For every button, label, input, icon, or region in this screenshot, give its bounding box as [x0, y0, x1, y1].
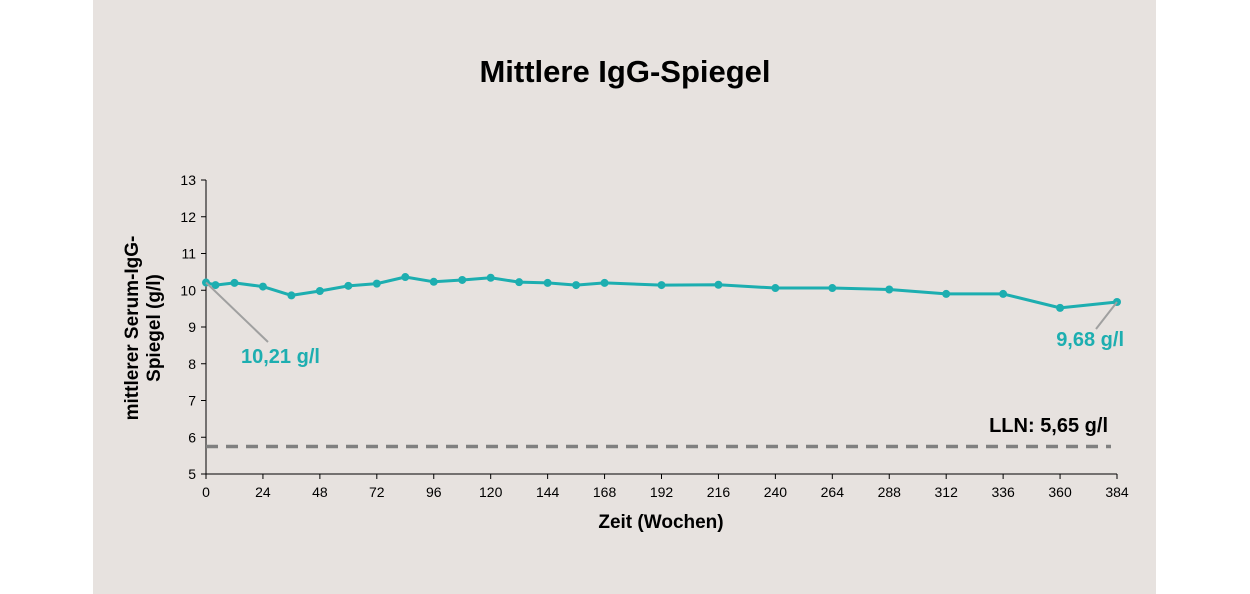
end-annotation-leader [1095, 301, 1118, 330]
series-group [202, 273, 1121, 312]
data-point [657, 281, 666, 290]
data-point [999, 289, 1008, 298]
x-tick-label: 336 [991, 484, 1015, 500]
chart-title: Mittlere IgG-Spiegel [479, 54, 770, 89]
x-tick-label: 144 [536, 484, 560, 500]
data-point [828, 284, 837, 293]
x-tick-label: 120 [479, 484, 503, 500]
data-point [287, 291, 296, 300]
axes: 5 6 7 8 9 10 11 12 13 0 24 48 72 96 120 144 168 192 216 240… [180, 172, 1128, 500]
x-tick-label: 72 [369, 484, 385, 500]
data-point [344, 281, 353, 290]
y-tick-label: 5 [188, 466, 196, 482]
data-point [230, 278, 239, 287]
reference-line-label: LLN: 5,65 g/l [989, 415, 1108, 437]
y-tick-label: 12 [180, 209, 196, 225]
data-point [942, 289, 951, 298]
data-point [429, 277, 438, 286]
x-tick-label: 48 [312, 484, 328, 500]
y-axis-label-line-1: mittlerer Serum-IgG- [122, 236, 143, 421]
data-point [458, 275, 467, 284]
y-tick-label: 11 [181, 246, 196, 262]
x-tick-label: 192 [650, 484, 674, 500]
data-point [315, 286, 324, 295]
y-axis-label-line-2: Spiegel (g/l) [144, 274, 165, 382]
y-tick-label: 10 [180, 282, 196, 298]
x-tick-label: 288 [878, 484, 902, 500]
data-point [211, 281, 220, 290]
data-point [515, 278, 524, 287]
x-tick-label: 216 [707, 484, 731, 500]
y-tick-label: 7 [188, 393, 196, 409]
x-tick-label: 24 [255, 484, 271, 500]
y-tick-label: 8 [188, 356, 196, 372]
annotation-group: 10,21 g/l 9,68 g/l [205, 281, 1124, 368]
x-tick-label: 0 [202, 484, 210, 500]
x-tick-label: 168 [593, 484, 617, 500]
y-tick-label: 6 [188, 429, 196, 445]
data-point [572, 281, 581, 290]
data-point [372, 279, 381, 288]
data-point [486, 273, 495, 282]
data-point [771, 284, 780, 293]
x-tick-label: 96 [426, 484, 442, 500]
x-tick-label: 312 [935, 484, 959, 500]
y-axis-label: mittlerer Serum-IgG- Spiegel (g/l) [122, 236, 165, 421]
start-annotation-leader [205, 281, 269, 343]
y-tick-label: 13 [180, 172, 196, 188]
data-point [543, 278, 552, 287]
data-point [600, 278, 609, 287]
data-point [1056, 303, 1065, 312]
data-point [401, 273, 410, 282]
x-tick-label: 264 [821, 484, 845, 500]
data-point [714, 280, 723, 289]
data-point [258, 282, 267, 291]
start-annotation-label: 10,21 g/l [241, 346, 320, 368]
reference-line-group: LLN: 5,65 g/l [206, 415, 1111, 449]
y-tick-label: 9 [188, 319, 196, 335]
x-tick-label: 240 [764, 484, 788, 500]
x-axis-label: Zeit (Wochen) [598, 512, 723, 533]
x-tick-label: 360 [1048, 484, 1072, 500]
x-tick-label: 384 [1105, 484, 1129, 500]
chart-panel [93, 0, 1156, 594]
data-point [885, 285, 894, 294]
end-annotation-label: 9,68 g/l [1056, 329, 1124, 351]
